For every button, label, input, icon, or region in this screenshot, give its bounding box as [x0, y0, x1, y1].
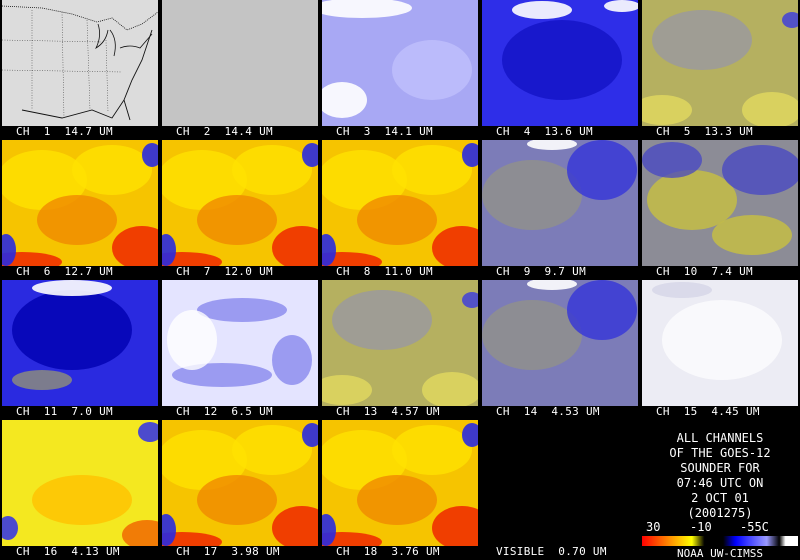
channel-panel: CH 16 4.13 UM	[0, 420, 160, 560]
channel-image	[162, 280, 318, 406]
channel-panel: CH 6 12.7 UM	[0, 140, 160, 280]
channel-panel: CH 7 12.0 UM	[160, 140, 320, 280]
channel-caption: CH 1 14.7 UM	[16, 125, 113, 138]
channel-panel: CH 12 6.5 UM	[160, 280, 320, 420]
channel-panel: CH 17 3.98 UM	[160, 420, 320, 560]
channel-caption: CH 13 4.57 UM	[336, 405, 440, 418]
channel-panel: CH 18 3.76 UM	[320, 420, 480, 560]
channel-caption: CH 3 14.1 UM	[336, 125, 433, 138]
channel-image	[642, 140, 798, 266]
channel-caption: CH 4 13.6 UM	[496, 125, 593, 138]
channel-caption: CH 2 14.4 UM	[176, 125, 273, 138]
channel-panel: CH 2 14.4 UM	[160, 0, 320, 140]
channel-caption: CH 8 11.0 UM	[336, 265, 433, 278]
channel-image	[482, 140, 638, 266]
channel-caption: CH 14 4.53 UM	[496, 405, 600, 418]
channel-panel: CH 9 9.7 UM	[480, 140, 640, 280]
channel-panel: CH 10 7.4 UM	[640, 140, 800, 280]
info-line-5: 2 OCT 01	[691, 491, 749, 505]
color-scale-bar	[642, 536, 798, 546]
info-line-2: OF THE GOES-12	[669, 446, 771, 460]
scale-label-mid: -10	[690, 520, 712, 534]
info-panel: ALL CHANNELS OF THE GOES-12 SOUNDER FOR …	[640, 420, 800, 560]
channel-image	[2, 420, 158, 546]
channel-panel: VISIBLE 0.70 UM	[480, 420, 640, 560]
channel-caption: CH 9 9.7 UM	[496, 265, 586, 278]
channel-image	[482, 420, 638, 546]
channel-caption: CH 12 6.5 UM	[176, 405, 273, 418]
channel-caption: CH 7 12.0 UM	[176, 265, 273, 278]
channel-caption: VISIBLE 0.70 UM	[496, 545, 607, 558]
channel-caption: CH 15 4.45 UM	[656, 405, 760, 418]
info-line-1: ALL CHANNELS	[676, 431, 764, 445]
channel-panel: CH 15 4.45 UM	[640, 280, 800, 420]
channel-image	[162, 140, 318, 266]
channel-panel: CH 1 14.7 UM	[0, 0, 160, 140]
channel-panel: CH 13 4.57 UM	[320, 280, 480, 420]
channel-panel: CH 5 13.3 UM	[640, 0, 800, 140]
channel-image	[322, 280, 478, 406]
channel-caption: CH 11 7.0 UM	[16, 405, 113, 418]
channel-caption: CH 16 4.13 UM	[16, 545, 120, 558]
channel-caption: CH 17 3.98 UM	[176, 545, 280, 558]
channel-panel: CH 14 4.53 UM	[480, 280, 640, 420]
channel-image	[322, 140, 478, 266]
channel-image	[322, 420, 478, 546]
channel-image	[322, 0, 478, 126]
info-line-3: SOUNDER FOR	[680, 461, 760, 475]
channel-panel: CH 11 7.0 UM	[0, 280, 160, 420]
channel-panel: CH 8 11.0 UM	[320, 140, 480, 280]
scale-label-cold: -55C	[740, 520, 769, 534]
channel-image	[162, 0, 318, 126]
channel-caption: CH 5 13.3 UM	[656, 125, 753, 138]
channel-panel: CH 3 14.1 UM	[320, 0, 480, 140]
color-scale-labels: 30 -10 -55C	[644, 520, 800, 534]
channel-image	[642, 280, 798, 406]
channel-caption: CH 10 7.4 UM	[656, 265, 753, 278]
channel-image	[482, 280, 638, 406]
info-line-4: 07:46 UTC ON	[676, 476, 764, 490]
channel-caption: CH 18 3.76 UM	[336, 545, 440, 558]
channel-image	[162, 420, 318, 546]
channel-caption: CH 6 12.7 UM	[16, 265, 113, 278]
channel-image	[2, 140, 158, 266]
info-line-6: (2001275)	[687, 506, 753, 520]
scale-label-warm: 30	[646, 520, 661, 534]
channel-image	[2, 0, 158, 126]
channel-image	[482, 0, 638, 126]
channel-image	[642, 0, 798, 126]
channel-image	[2, 280, 158, 406]
channel-panel: CH 4 13.6 UM	[480, 0, 640, 140]
credit-text: NOAA UW-CIMSS	[676, 547, 764, 560]
